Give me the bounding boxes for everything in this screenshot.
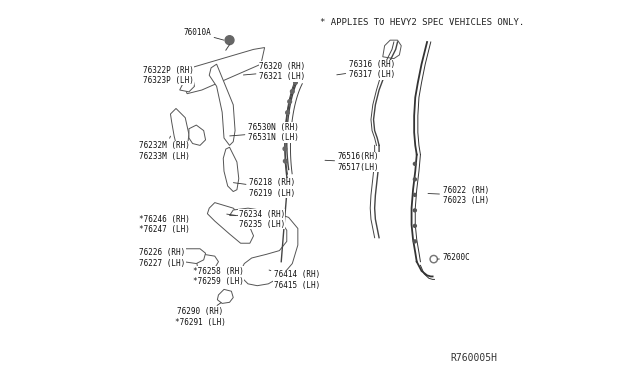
Text: 76316 (RH)
76317 (LH): 76316 (RH) 76317 (LH)	[337, 60, 395, 79]
Polygon shape	[207, 203, 253, 243]
Text: 76022 (RH)
76023 (LH): 76022 (RH) 76023 (LH)	[428, 186, 489, 205]
Circle shape	[284, 159, 287, 163]
Circle shape	[413, 240, 417, 243]
Circle shape	[430, 256, 437, 263]
Text: 76218 (RH)
76219 (LH): 76218 (RH) 76219 (LH)	[234, 178, 295, 198]
Text: 76320 (RH)
76321 (LH): 76320 (RH) 76321 (LH)	[243, 62, 305, 81]
Text: 76234 (RH)
76235 (LH): 76234 (RH) 76235 (LH)	[227, 209, 285, 229]
Polygon shape	[383, 40, 401, 59]
Text: 76232M (RH)
76233M (LH): 76232M (RH) 76233M (LH)	[139, 136, 190, 161]
Polygon shape	[184, 48, 264, 94]
Text: 76290 (RH)
*76291 (LH): 76290 (RH) *76291 (LH)	[175, 303, 225, 327]
Text: * APPLIES TO HEVY2 SPEC VEHICLES ONLY.: * APPLIES TO HEVY2 SPEC VEHICLES ONLY.	[320, 18, 524, 27]
Text: 76010A: 76010A	[183, 28, 224, 40]
Circle shape	[431, 257, 436, 261]
Circle shape	[413, 209, 417, 212]
Polygon shape	[218, 289, 233, 304]
Text: 76226 (RH)
76227 (LH): 76226 (RH) 76227 (LH)	[139, 248, 186, 268]
Text: *76258 (RH)
*76259 (LH): *76258 (RH) *76259 (LH)	[193, 267, 243, 286]
Polygon shape	[189, 125, 205, 145]
Circle shape	[283, 147, 287, 151]
Circle shape	[291, 90, 294, 93]
Circle shape	[285, 111, 289, 115]
Polygon shape	[230, 208, 298, 286]
Text: *76246 (RH)
*76247 (LH): *76246 (RH) *76247 (LH)	[139, 215, 190, 234]
Text: 76414 (RH)
76415 (LH): 76414 (RH) 76415 (LH)	[269, 270, 320, 290]
Text: R760005H: R760005H	[450, 353, 497, 363]
Circle shape	[413, 162, 417, 165]
Circle shape	[284, 122, 288, 126]
Circle shape	[284, 135, 287, 138]
Circle shape	[413, 193, 417, 196]
Circle shape	[294, 81, 298, 84]
Polygon shape	[209, 64, 235, 145]
Text: 76200C: 76200C	[437, 253, 470, 263]
Circle shape	[413, 224, 417, 227]
Polygon shape	[196, 254, 218, 270]
Polygon shape	[176, 249, 205, 263]
Circle shape	[288, 100, 291, 103]
Polygon shape	[223, 147, 239, 192]
Polygon shape	[170, 109, 189, 155]
Circle shape	[413, 178, 417, 181]
Polygon shape	[180, 77, 195, 92]
Text: 76516(RH)
76517(LH): 76516(RH) 76517(LH)	[325, 152, 380, 172]
Circle shape	[225, 36, 234, 45]
Text: 76322P (RH)
76323P (LH): 76322P (RH) 76323P (LH)	[143, 65, 194, 85]
Text: 76530N (RH)
76531N (LH): 76530N (RH) 76531N (LH)	[230, 123, 299, 142]
